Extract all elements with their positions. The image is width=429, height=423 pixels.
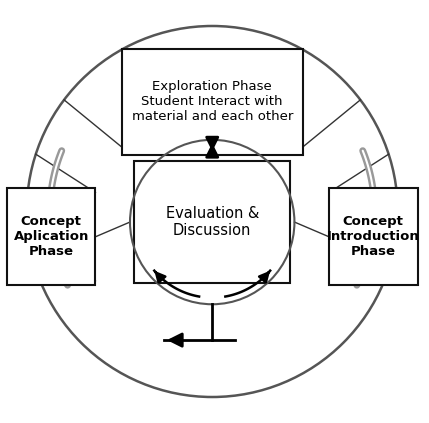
Text: Concept
Introduction
Phase: Concept Introduction Phase <box>327 215 420 258</box>
FancyBboxPatch shape <box>329 188 417 285</box>
FancyBboxPatch shape <box>134 161 290 283</box>
Text: Exploration Phase
Student Interact with
material and each other: Exploration Phase Student Interact with … <box>132 80 293 124</box>
Text: Evaluation &
Discussion: Evaluation & Discussion <box>166 206 259 238</box>
FancyBboxPatch shape <box>7 188 95 285</box>
Text: Concept
Aplication
Phase: Concept Aplication Phase <box>13 215 89 258</box>
FancyBboxPatch shape <box>121 49 303 154</box>
